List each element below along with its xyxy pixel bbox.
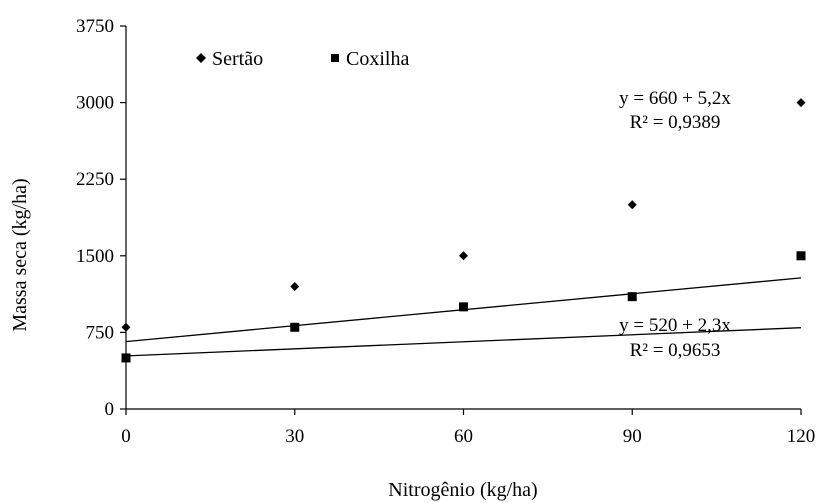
x-axis-ticks: 0 30 60 90 120 (121, 409, 815, 447)
x-tick-label: 30 (285, 426, 304, 447)
y-tick-label: 2250 (76, 169, 114, 190)
x-tick-label: 60 (454, 426, 473, 447)
trendline-r2: R² = 0,9389 (630, 112, 721, 133)
y-tick-label: 0 (105, 399, 115, 420)
data-point-coxilha (796, 251, 806, 261)
legend-item-coxilha: Coxilha (331, 48, 409, 70)
data-point-sertao (459, 251, 468, 261)
x-tick-label: 120 (787, 426, 816, 447)
diamond-marker-icon (196, 53, 206, 63)
y-tick-label: 750 (86, 322, 115, 343)
data-point-coxilha (121, 353, 131, 363)
data-point-sertao (121, 322, 131, 332)
x-tick-label: 90 (623, 426, 642, 447)
data-point-coxilha (627, 292, 637, 302)
legend: Sertão Coxilha (196, 48, 409, 70)
legend-label-coxilha: Coxilha (346, 48, 409, 70)
data-point-sertao (796, 98, 806, 108)
legend-label-sertao: Sertão (212, 48, 263, 70)
trendline-equation: y = 520 + 2,3x (619, 315, 731, 336)
trendline-equation: y = 660 + 5,2x (619, 88, 731, 109)
y-tick-label: 3000 (76, 93, 114, 114)
data-point-coxilha (459, 302, 468, 312)
y-axis-ticks: 0 750 1500 2250 3000 3750 (76, 16, 126, 420)
trendline-series-1 (125, 327, 802, 357)
y-axis-title: Massa seca (kg/ha) (9, 178, 31, 331)
trendline-equations: y = 660 + 5,2x R² = 0,9389 y = 520 + 2,3x R… (619, 88, 731, 361)
data-points (121, 98, 806, 363)
x-axis-title: Nitrogênio (kg/ha) (388, 479, 537, 501)
data-point-coxilha (290, 322, 300, 332)
x-tick-label: 0 (121, 426, 131, 447)
data-point-sertao (627, 200, 637, 210)
trendline-r2: R² = 0,9653 (630, 340, 721, 361)
y-tick-label: 1500 (76, 246, 114, 267)
y-tick-label: 3750 (76, 16, 114, 37)
plot-area: 0 750 1500 2250 3000 3750 0 30 60 90 120 y = 660 … (76, 16, 815, 447)
square-marker-icon (331, 54, 339, 62)
data-point-sertao (290, 281, 300, 291)
legend-item-sertao: Sertão (196, 48, 263, 70)
